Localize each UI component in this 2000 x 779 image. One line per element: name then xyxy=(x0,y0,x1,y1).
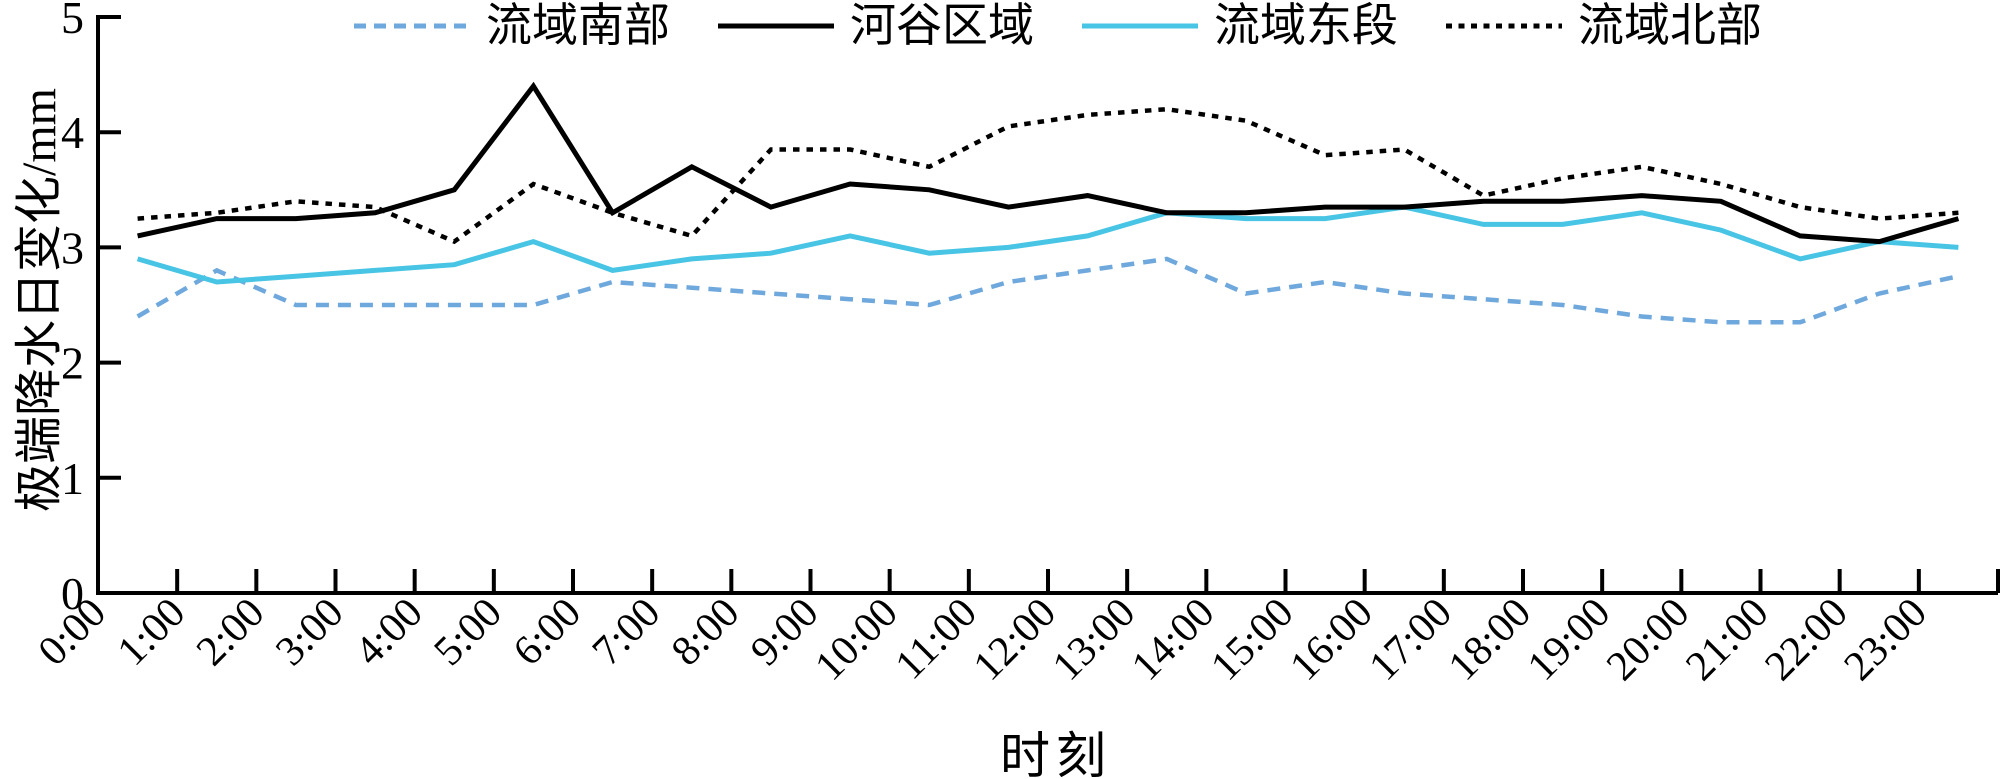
y-tick-label: 4 xyxy=(61,107,84,158)
x-tick-label: 4:00 xyxy=(346,590,431,675)
legend-item-east: 流域东段 xyxy=(1080,0,1398,51)
x-tick-label: 12:00 xyxy=(965,590,1065,690)
legend-line-valley-icon xyxy=(718,23,834,29)
legend-line-north-icon xyxy=(1446,23,1562,29)
x-tick-label: 20:00 xyxy=(1598,590,1698,690)
x-tick-label: 2:00 xyxy=(188,590,273,675)
legend-item-valley: 河谷区域 xyxy=(716,0,1034,51)
x-tick-label: 15:00 xyxy=(1202,590,1302,690)
x-tick-label: 18:00 xyxy=(1440,590,1540,690)
x-tick-label: 19:00 xyxy=(1519,590,1619,690)
x-tick-label: 0:00 xyxy=(30,590,115,675)
y-tick-label: 5 xyxy=(61,0,84,43)
x-tick-label: 6:00 xyxy=(505,590,590,675)
x-tick-label: 17:00 xyxy=(1361,590,1461,690)
x-tick-label: 16:00 xyxy=(1282,590,1382,690)
legend-line-south-icon xyxy=(354,23,470,29)
x-tick-label: 14:00 xyxy=(1123,590,1223,690)
y-tick-label: 1 xyxy=(61,453,84,504)
x-tick-label: 7:00 xyxy=(584,590,669,675)
x-tick-label: 1:00 xyxy=(109,590,194,675)
x-tick-label: 22:00 xyxy=(1757,590,1857,690)
x-tick-label: 3:00 xyxy=(267,590,352,675)
x-tick-label: 13:00 xyxy=(1044,590,1144,690)
x-tick-label: 21:00 xyxy=(1677,590,1777,690)
legend-line-east-icon xyxy=(1082,23,1198,29)
legend-label-south: 流域南部 xyxy=(486,0,670,51)
series-north-line xyxy=(137,106,1959,245)
y-tick-label: 2 xyxy=(61,338,84,389)
y-axis-title: 极端降水日变化/mm xyxy=(13,87,66,513)
x-tick-label: 23:00 xyxy=(1836,590,1936,690)
legend-label-north: 流域北部 xyxy=(1578,0,1762,51)
series-valley-line xyxy=(137,81,1960,245)
x-tick-label: 8:00 xyxy=(663,590,748,675)
y-tick-label: 3 xyxy=(61,222,84,273)
x-axis-title: 时刻 xyxy=(1000,728,1112,779)
y-tick-label: 0 xyxy=(61,568,84,619)
legend-item-south: 流域南部 xyxy=(352,0,670,51)
legend-label-east: 流域东段 xyxy=(1214,0,1398,51)
legend-item-north: 流域北部 xyxy=(1444,0,1762,51)
series-east-line xyxy=(136,204,1959,285)
x-tick-label: 10:00 xyxy=(807,590,907,690)
chart-legend: 流域南部 河谷区域 流域东段 流域北部 xyxy=(352,0,1762,51)
x-tick-label: 11:00 xyxy=(887,590,986,689)
x-tick-label: 5:00 xyxy=(426,590,511,675)
legend-label-valley: 河谷区域 xyxy=(850,0,1034,51)
